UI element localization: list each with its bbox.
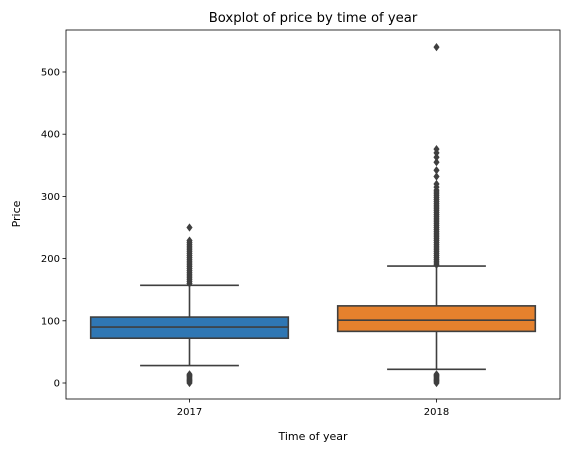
outlier-point <box>433 166 440 175</box>
x-tick-label: 2017 <box>177 407 202 418</box>
chart-title: Boxplot of price by time of year <box>209 11 418 26</box>
outlier-point <box>433 370 440 379</box>
y-tick-label: 0 <box>54 379 60 390</box>
y-tick-label: 200 <box>41 254 60 265</box>
box-group-2017 <box>89 223 290 388</box>
x-axis-label: Time of year <box>277 430 348 443</box>
outlier-point <box>433 145 440 154</box>
iqr-box <box>336 305 537 333</box>
outlier-point <box>433 43 440 52</box>
plot-area-frame <box>65 29 561 400</box>
outlier-point <box>186 223 193 232</box>
y-axis-label: Price <box>10 200 23 227</box>
box-marks <box>89 43 537 388</box>
outlier-point <box>186 236 193 245</box>
y-tick-label: 400 <box>41 130 60 141</box>
box-group-2018 <box>336 43 537 388</box>
y-tick-label: 100 <box>41 316 60 327</box>
y-tick-label: 300 <box>41 192 60 203</box>
outlier-point <box>433 158 440 167</box>
outlier-point <box>433 153 440 162</box>
axis-ticks: 0 100 200 300 400 500 2017 2018 <box>41 68 449 419</box>
y-tick-label: 500 <box>41 68 60 79</box>
outlier-point <box>433 179 440 189</box>
outlier-point <box>186 370 193 379</box>
x-tick-label: 2018 <box>424 407 449 418</box>
outlier-point <box>433 172 440 181</box>
